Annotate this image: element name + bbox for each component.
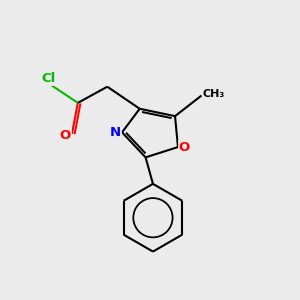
Text: N: N — [110, 126, 121, 139]
Text: Cl: Cl — [41, 72, 56, 85]
Text: CH₃: CH₃ — [203, 89, 225, 99]
Text: O: O — [60, 129, 71, 142]
Text: O: O — [179, 141, 190, 154]
